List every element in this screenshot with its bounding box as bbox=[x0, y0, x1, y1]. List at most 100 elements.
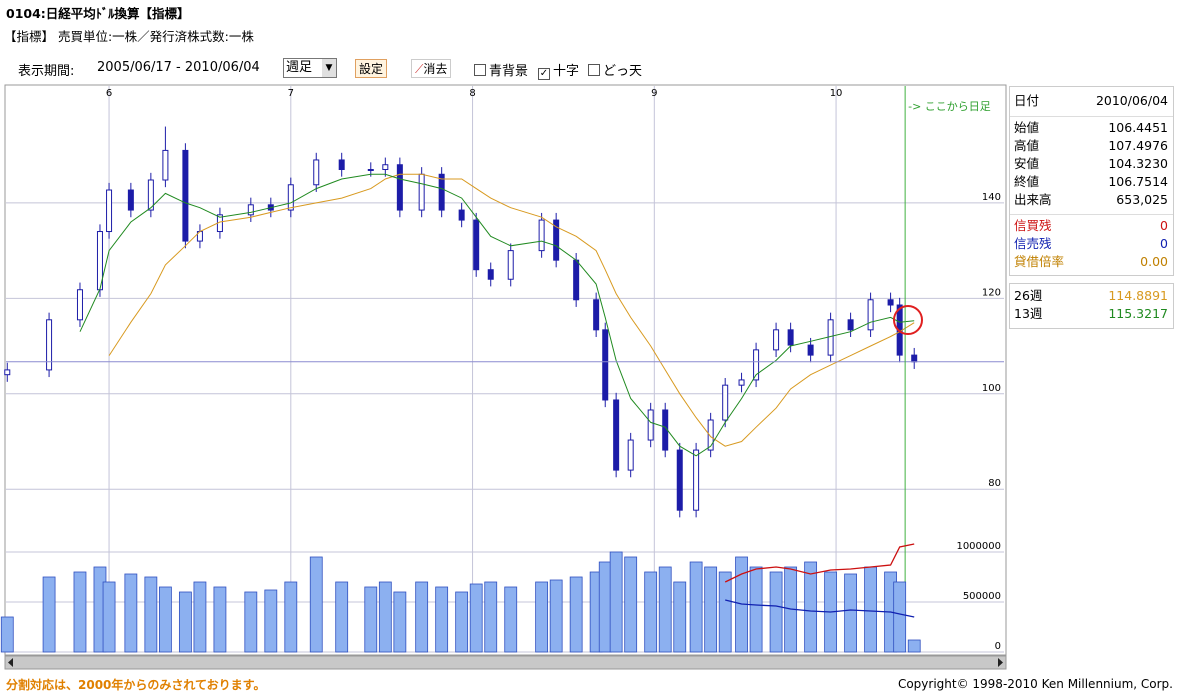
option-label: 青背景 bbox=[489, 64, 529, 79]
subtitle: 【指標】 売買単位:一株／発行済株式数:一株 bbox=[4, 29, 254, 44]
info-row: 終値 106.7514 bbox=[1010, 173, 1173, 191]
legend-row: 26週 114.8891 bbox=[1010, 287, 1173, 305]
option[interactable]: 十字 bbox=[538, 60, 579, 80]
info-value: 653,025 bbox=[1116, 192, 1168, 207]
info-row: 安値 104.3230 bbox=[1010, 155, 1173, 173]
info-label: 高値 bbox=[1014, 138, 1040, 153]
candle-body bbox=[162, 149, 169, 181]
series-line bbox=[79, 173, 915, 457]
candle-body bbox=[182, 149, 189, 242]
volume-bar bbox=[213, 586, 227, 653]
dropdown-arrow: ▼ bbox=[322, 59, 336, 77]
volume-bar bbox=[804, 561, 818, 653]
candle-body bbox=[787, 329, 794, 346]
candle-body bbox=[887, 299, 894, 306]
option[interactable]: 青背景 bbox=[474, 60, 528, 79]
candle-body bbox=[613, 399, 620, 471]
volume-bar bbox=[73, 571, 87, 653]
candle-body bbox=[458, 209, 465, 221]
volume-bar bbox=[504, 586, 518, 653]
candle-body bbox=[4, 369, 11, 376]
candle-body bbox=[473, 219, 480, 271]
series-line bbox=[724, 543, 915, 583]
scroll-right[interactable] bbox=[998, 658, 1003, 667]
candle-body bbox=[738, 379, 745, 386]
info-value: 106.4451 bbox=[1108, 120, 1168, 135]
volume-bar bbox=[102, 581, 116, 653]
volume-bar bbox=[749, 566, 763, 653]
option[interactable]: どっ天 bbox=[588, 60, 642, 79]
legend-label: 26週 bbox=[1014, 288, 1043, 303]
volume-bar bbox=[535, 581, 549, 653]
volume-bar bbox=[415, 581, 429, 653]
info-row: 出来高 653,025 bbox=[1010, 191, 1173, 209]
volume-bar bbox=[769, 571, 783, 653]
info-value: 104.3230 bbox=[1108, 156, 1168, 171]
page-title: 0104:日経平均ﾄﾞﾙ換算【指標】 bbox=[6, 6, 190, 21]
volume-bar bbox=[569, 576, 583, 653]
y-tick-label: 140 bbox=[982, 192, 1001, 203]
volume-bar bbox=[704, 566, 718, 653]
y-tick-label: 1000000 bbox=[956, 541, 1001, 552]
clear-button[interactable]: ⟋消去 bbox=[411, 59, 452, 78]
volume-bar bbox=[124, 573, 138, 653]
candle-body bbox=[418, 173, 425, 211]
volume-bar bbox=[673, 581, 687, 653]
checkbox[interactable] bbox=[474, 64, 486, 76]
volume-bar bbox=[864, 566, 877, 653]
scroll-left[interactable] bbox=[8, 658, 13, 667]
volume-bar bbox=[598, 561, 612, 653]
checkbox[interactable] bbox=[588, 64, 600, 76]
volume-bar bbox=[244, 591, 258, 653]
volume-bar bbox=[378, 581, 392, 653]
candle-body bbox=[722, 384, 729, 421]
volume-bar bbox=[469, 583, 483, 653]
legend-value: 114.8891 bbox=[1108, 288, 1168, 303]
interval-select[interactable]: 週足 ▼ bbox=[283, 58, 337, 78]
volume-bar bbox=[178, 591, 192, 653]
volume-bar bbox=[455, 591, 469, 653]
candle-body bbox=[367, 169, 374, 172]
candle-body bbox=[707, 419, 714, 451]
clear-icon: ⟋ bbox=[415, 62, 424, 76]
candle-body bbox=[827, 319, 834, 356]
candle-body bbox=[867, 299, 874, 331]
y-tick-label: 0 bbox=[995, 641, 1001, 652]
volume-bar bbox=[364, 586, 378, 653]
legend-label: 13週 bbox=[1014, 306, 1043, 321]
info-label: 始値 bbox=[1014, 120, 1040, 135]
info-row: 日付 2010/06/04 bbox=[1010, 92, 1173, 110]
legend-value: 115.3217 bbox=[1108, 306, 1168, 321]
volume-bar bbox=[844, 573, 858, 653]
x-tick-label: 8 bbox=[469, 88, 475, 99]
highlight-circle bbox=[893, 305, 923, 335]
period-label: 表示期間: bbox=[18, 64, 75, 79]
x-tick-label: 7 bbox=[288, 88, 294, 99]
volume-bar bbox=[644, 571, 658, 653]
margin-label: 信売残 bbox=[1014, 236, 1052, 251]
candle-body bbox=[602, 329, 609, 401]
volume-bar bbox=[264, 589, 278, 653]
volume-bar bbox=[718, 571, 732, 653]
volume-bar bbox=[193, 581, 207, 653]
volume-bar bbox=[658, 566, 672, 653]
volume-bar bbox=[0, 616, 14, 653]
candle-body bbox=[106, 189, 113, 233]
interval: 週足 bbox=[286, 60, 313, 75]
volume-bar bbox=[393, 591, 407, 653]
copyright: Copyright© 1998-2010 Ken Millennium, Cor… bbox=[897, 677, 1173, 691]
candle-body bbox=[573, 259, 580, 301]
y-tick-label: 80 bbox=[988, 478, 1001, 489]
info-label: 出来高 bbox=[1014, 192, 1052, 207]
scrollbar[interactable] bbox=[4, 655, 1007, 670]
settings-button[interactable]: 設定 bbox=[355, 59, 388, 78]
candle-body bbox=[676, 449, 683, 511]
checkbox[interactable] bbox=[538, 68, 550, 80]
candle-body bbox=[438, 173, 445, 211]
candle-body bbox=[627, 439, 634, 471]
candle-body bbox=[396, 164, 403, 211]
period: 2005/06/17 - 2010/06/04 bbox=[97, 60, 260, 75]
candle-body bbox=[773, 329, 780, 351]
candle-body bbox=[538, 219, 545, 252]
option-label: 十字 bbox=[553, 64, 580, 79]
